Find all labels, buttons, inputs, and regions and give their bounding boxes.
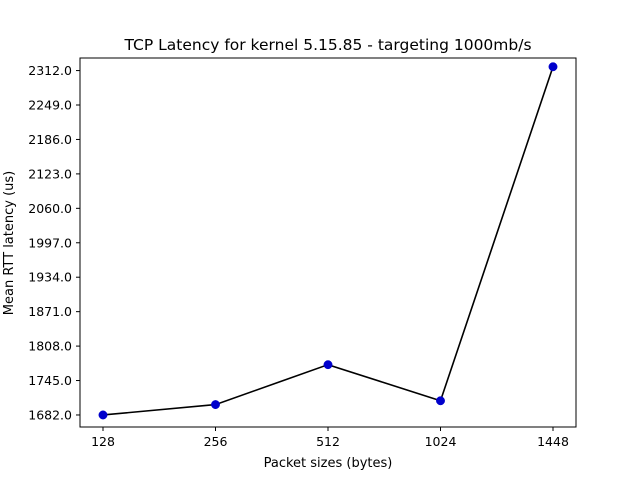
x-axis-label: Packet sizes (bytes) bbox=[264, 456, 393, 471]
y-tick-label: 1934.0 bbox=[28, 270, 72, 285]
data-point bbox=[211, 400, 220, 410]
y-tick-label: 1682.0 bbox=[28, 407, 72, 422]
y-tick-label: 1745.0 bbox=[28, 373, 72, 388]
y-axis: 1682.0 1745.0 1808.0 1871.0 1934.0 1997.0 2060… bbox=[28, 63, 80, 422]
y-tick-label: 2249.0 bbox=[28, 98, 72, 113]
data-point bbox=[548, 62, 558, 72]
x-axis: 128 256 512 1024 1448 bbox=[91, 427, 569, 449]
x-tick-label: 128 bbox=[91, 434, 115, 449]
y-tick-label: 2186.0 bbox=[28, 132, 72, 147]
data-point bbox=[323, 360, 333, 370]
plot-area bbox=[79, 57, 577, 428]
y-tick-label: 1808.0 bbox=[28, 339, 72, 354]
x-tick-label: 1448 bbox=[537, 434, 569, 449]
y-tick-label: 2312.0 bbox=[28, 63, 72, 78]
data-point bbox=[436, 396, 445, 406]
x-tick-label: 1024 bbox=[425, 434, 457, 449]
y-tick-label: 1871.0 bbox=[28, 304, 72, 319]
y-tick-label: 1997.0 bbox=[28, 235, 72, 250]
x-tick-label: 256 bbox=[204, 434, 228, 449]
x-tick-label: 512 bbox=[316, 434, 340, 449]
chart-title: TCP Latency for kernel 5.15.85 - targeti… bbox=[123, 36, 531, 54]
y-tick-label: 2060.0 bbox=[28, 201, 72, 216]
y-tick-label: 2123.0 bbox=[28, 166, 72, 181]
plot-frame bbox=[79, 57, 577, 428]
data-points bbox=[98, 62, 558, 420]
data-point bbox=[98, 410, 108, 420]
y-axis-label: Mean RTT latency (us) bbox=[2, 171, 17, 315]
